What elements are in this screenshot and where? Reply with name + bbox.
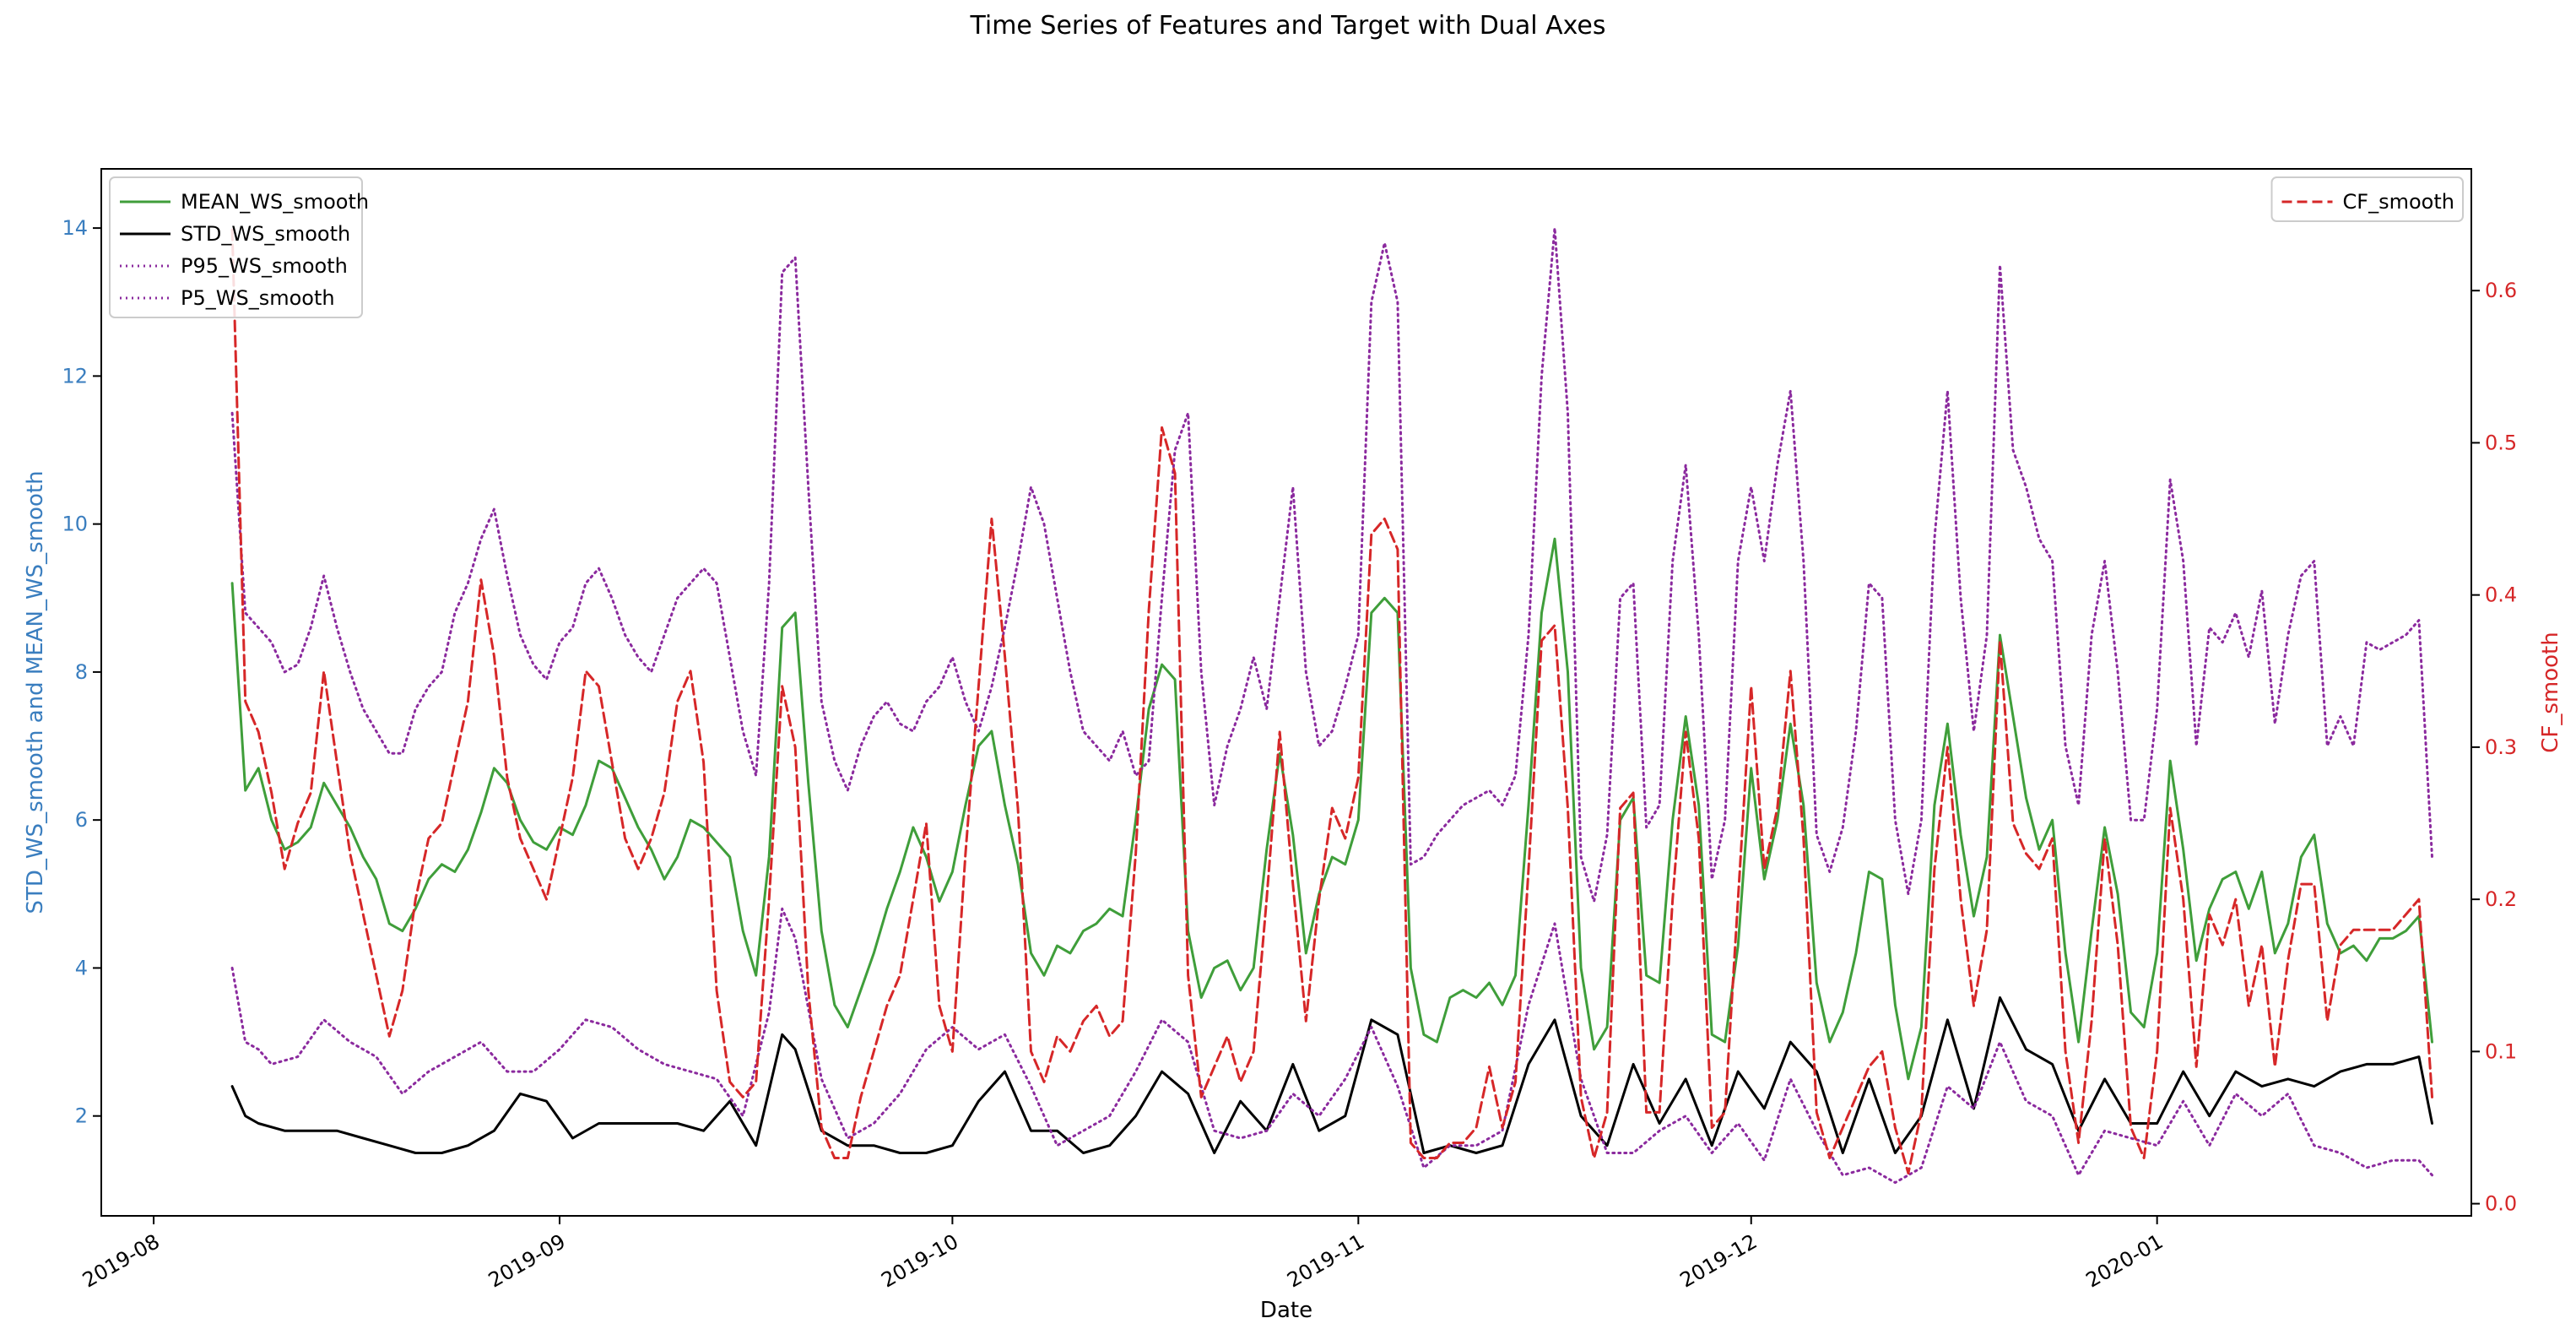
y-tick-label-left: 12: [62, 364, 88, 388]
x-tick-label: 2019-12: [1676, 1229, 1762, 1292]
y-axis-label-left: STD_WS_smooth and MEAN_WS_smooth: [23, 470, 48, 914]
y-tick-label-left: 14: [62, 216, 88, 240]
x-tick-label: 2020-01: [2082, 1229, 2167, 1292]
chart-title: Time Series of Features and Target with …: [969, 11, 1605, 41]
legend-right: CF_smooth: [2270, 176, 2464, 222]
plot-frame: [100, 168, 2472, 1217]
y-tick-label-left: 10: [62, 513, 88, 536]
legend-label: P95_WS_smooth: [181, 254, 348, 278]
y-axis-label-right: CF_smooth: [2538, 632, 2563, 752]
series-line-cf-smooth: [230, 228, 2433, 1174]
legend-box: [109, 176, 363, 318]
series-line-mean-ws-smooth: [230, 537, 2433, 1081]
legend-label: MEAN_WS_smooth: [181, 190, 369, 214]
y-tick-label-right: 0.6: [2485, 279, 2517, 302]
y-axis-left: 2 4 6 8 10 12 14: [62, 216, 101, 1128]
y-tick-label-right: 0.0: [2485, 1192, 2517, 1216]
y-tick-label-left: 4: [75, 956, 88, 979]
x-axis: 2019-08 2019-09 2019-10 2019-11 2019-12 2020-…: [78, 1216, 2167, 1293]
y-axis-right: 0.0 0.1 0.2 0.3 0.4 0.5 0.6: [2471, 279, 2517, 1216]
series-layer: [230, 226, 2433, 1185]
series-line-p5-ws-smooth: [230, 907, 2433, 1185]
y-tick-label-left: 2: [75, 1104, 88, 1128]
legend-label: CF_smooth: [2343, 190, 2454, 214]
y-tick-label-right: 0.3: [2485, 735, 2517, 759]
x-tick-label: 2019-10: [877, 1229, 962, 1292]
x-axis-label: Date: [1260, 1298, 1312, 1323]
y-tick-label-right: 0.1: [2485, 1039, 2517, 1063]
legend-box: [2270, 176, 2464, 222]
legend-label: P5_WS_smooth: [181, 286, 335, 310]
x-tick-label: 2019-08: [78, 1229, 164, 1292]
x-tick-label: 2019-09: [484, 1229, 570, 1292]
legend-left: MEAN_WS_smooth STD_WS_smooth P95_WS_smooth…: [109, 176, 369, 318]
x-tick-label: 2019-11: [1283, 1229, 1368, 1292]
legend-label: STD_WS_smooth: [181, 222, 350, 246]
series-line-p95-ws-smooth: [230, 226, 2433, 903]
series-line-std-ws-smooth: [230, 996, 2433, 1154]
y-tick-label-left: 8: [75, 660, 88, 684]
y-tick-label-left: 6: [75, 808, 88, 832]
y-tick-label-right: 0.4: [2485, 583, 2517, 607]
y-tick-label-right: 0.5: [2485, 431, 2517, 454]
y-tick-label-right: 0.2: [2485, 887, 2517, 911]
